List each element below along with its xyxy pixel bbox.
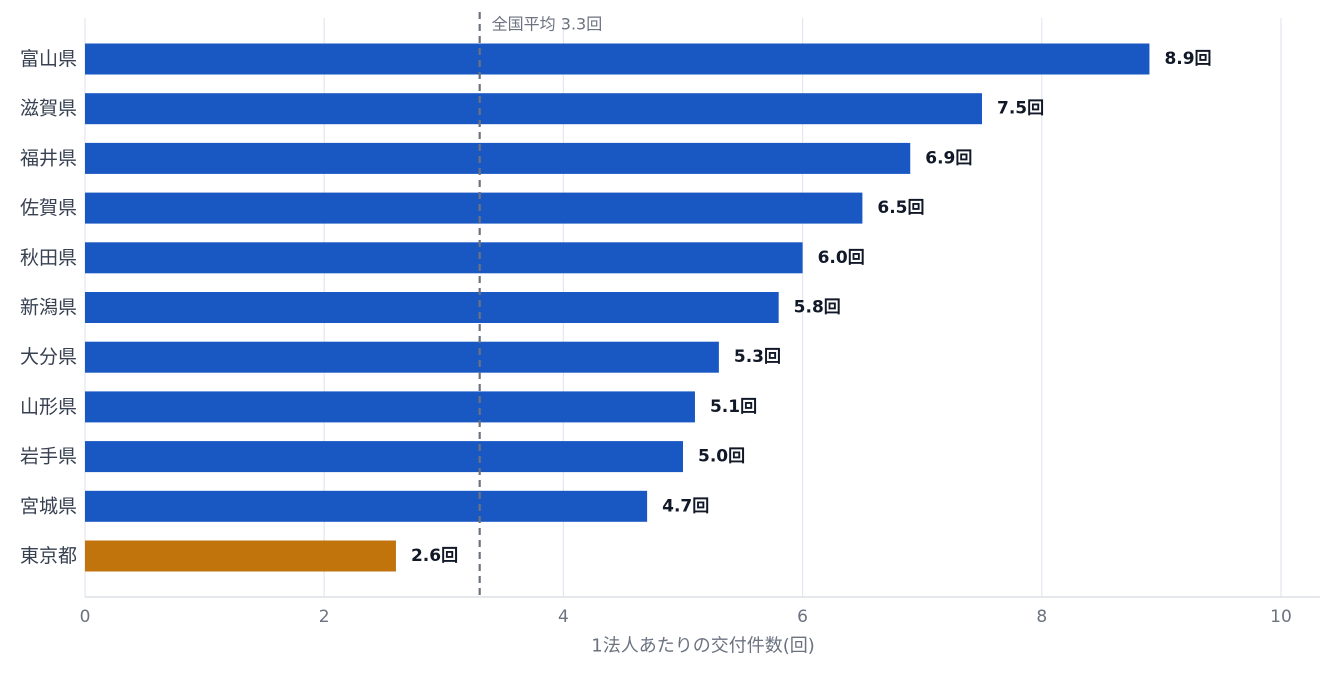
bar — [85, 192, 863, 224]
category-label: 宮城県 — [20, 495, 77, 517]
category-label: 富山県 — [20, 48, 77, 70]
category-label: 佐賀県 — [20, 197, 77, 219]
value-label: 2.6回 — [411, 546, 458, 566]
value-label: 6.9回 — [925, 148, 972, 168]
category-label: 大分県 — [20, 346, 77, 368]
x-tick-label: 8 — [1036, 607, 1047, 627]
bar — [85, 292, 779, 323]
x-axis-title: 1法人あたりの交付件数(回) — [591, 636, 815, 657]
x-tick-label: 6 — [797, 607, 808, 627]
bar — [85, 490, 648, 522]
category-label: 秋田県 — [20, 247, 77, 269]
value-label: 8.9回 — [1164, 49, 1211, 69]
x-tick-label: 0 — [80, 607, 91, 627]
bars — [85, 43, 1150, 572]
value-label: 5.3回 — [734, 347, 781, 367]
value-label: 5.8回 — [794, 298, 841, 318]
value-labels: 8.9回 7.5回 6.9回 6.5回 6.0回 5.8回 5.3回 5.1回 5.0回 4.7回… — [411, 49, 1212, 566]
bar — [85, 142, 911, 174]
bar — [85, 441, 683, 473]
bar — [85, 540, 396, 572]
value-label: 5.0回 — [698, 447, 745, 467]
reference-line-label: 全国平均 3.3回 — [492, 15, 603, 34]
value-label: 6.0回 — [818, 248, 865, 268]
category-label: 滋賀県 — [20, 98, 77, 120]
category-label: 福井県 — [20, 147, 77, 169]
x-tick-label: 2 — [319, 607, 330, 627]
category-label: 新潟県 — [20, 297, 77, 319]
value-label: 7.5回 — [997, 99, 1044, 119]
bar — [85, 341, 719, 373]
reference-line-group: 全国平均 3.3回 — [478, 12, 603, 597]
bar — [85, 43, 1150, 75]
x-tick-labels: 0 2 4 6 8 10 — [80, 607, 1292, 627]
bar — [85, 391, 695, 423]
category-label: 岩手県 — [20, 446, 77, 468]
bar — [85, 93, 982, 125]
value-label: 6.5回 — [877, 198, 924, 218]
value-label: 4.7回 — [662, 496, 709, 516]
bar — [85, 242, 803, 274]
value-label: 5.1回 — [710, 397, 757, 417]
category-label: 山形県 — [20, 396, 77, 418]
x-tick-label: 10 — [1270, 607, 1292, 627]
x-tick-label: 4 — [558, 607, 569, 627]
category-label: 東京都 — [20, 545, 77, 567]
